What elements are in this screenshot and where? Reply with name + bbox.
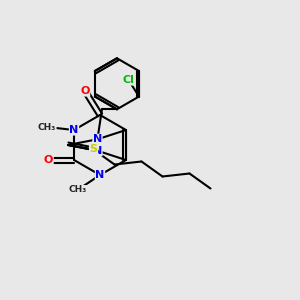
Text: N: N [95, 170, 105, 180]
Text: CH₃: CH₃ [38, 122, 56, 131]
Text: N: N [93, 134, 102, 144]
Text: N: N [93, 146, 102, 156]
Text: CH₃: CH₃ [68, 185, 87, 194]
Text: O: O [80, 86, 90, 96]
Text: O: O [44, 155, 53, 165]
Text: Cl: Cl [123, 75, 134, 85]
Text: S: S [89, 145, 98, 154]
Text: N: N [69, 125, 79, 135]
